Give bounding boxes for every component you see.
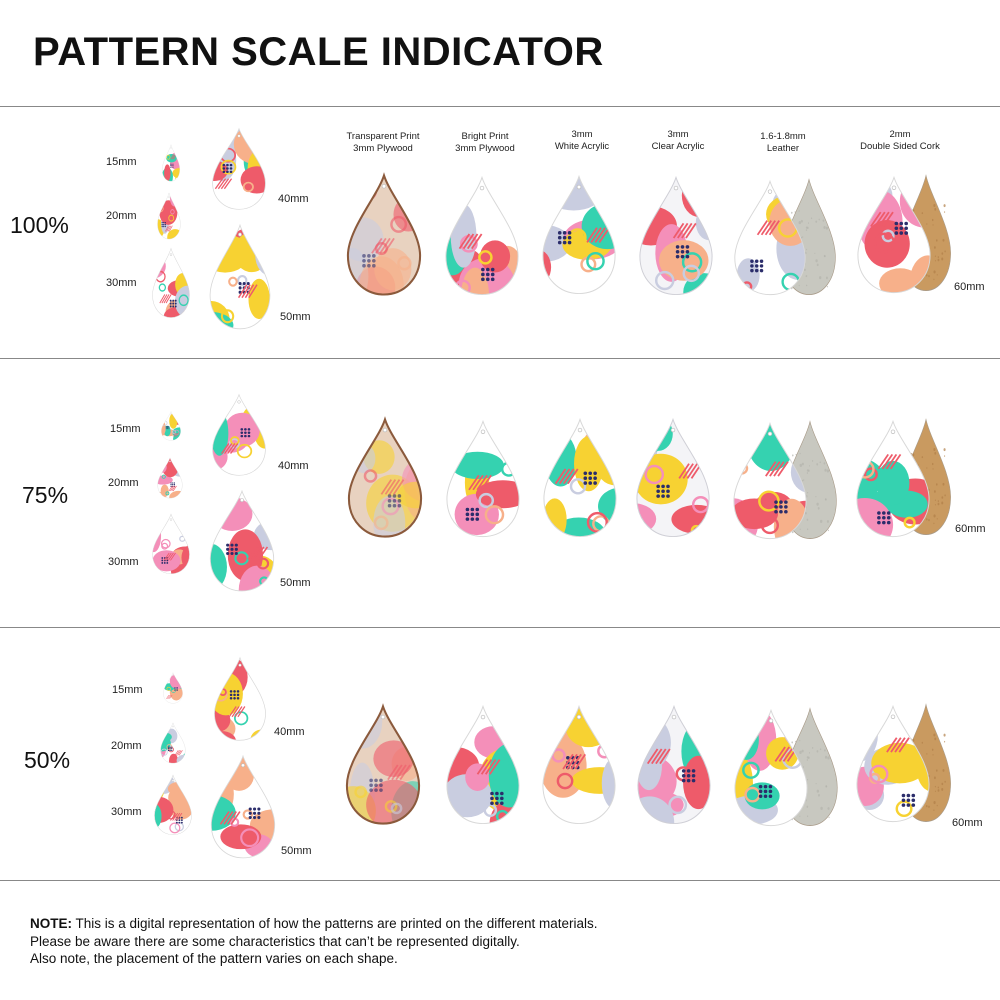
material-header-transparent-plywood: Transparent Print 3mm Plywood [346,131,420,154]
divider-top [0,106,1000,107]
note-line-2: Please be aware there are some character… [30,933,520,949]
note-label: NOTE: [30,916,72,931]
teardrop-50mm [209,223,271,330]
teardrop-15mm [163,672,183,704]
size-label-30mm: 30mm [111,806,142,818]
teardrop-transparent-plywood [346,172,422,296]
material-header-leather: 1.6-1.8mm Leather [760,131,806,154]
page-title: PATTERN SCALE INDICATOR [33,30,604,74]
teardrop-bright-plywood [446,704,520,825]
teardrop-15mm [162,144,180,182]
size-label-40mm: 40mm [278,460,309,472]
size-label-50mm: 50mm [280,311,311,323]
teardrop-leather [734,708,808,827]
teardrop-cork [856,419,930,538]
scale-row-100: 100% 15mm 20mm 30mm 40mm 50mm 60mm [0,107,1000,358]
size-label-60mm: 60mm [952,817,983,829]
divider-2 [0,627,1000,628]
size-label-15mm: 15mm [106,156,137,168]
size-label-40mm: 40mm [274,726,305,738]
teardrop-transparent-plywood [345,703,421,825]
teardrop-bright-plywood [445,175,519,296]
material-header-white-acrylic: 3mm White Acrylic [554,129,610,152]
note-line-3: Also note, the placement of the pattern … [30,951,398,966]
size-label-30mm: 30mm [106,277,137,289]
material-header-cork: 2mm Double Sided Cork [860,129,940,152]
disclaimer-note: NOTE: This is a digital representation o… [30,915,598,968]
material-header-bright-plywood: Bright Print 3mm Plywood [455,131,515,154]
teardrop-15mm [161,411,181,441]
size-label-60mm: 60mm [954,281,985,293]
size-label-15mm: 15mm [112,684,143,696]
teardrop-cork [856,704,930,823]
teardrop-white-acrylic [542,704,616,825]
size-label-50mm: 50mm [280,577,311,589]
teardrop-leather [733,421,807,540]
teardrop-40mm [214,656,266,741]
teardrop-20mm [157,457,183,499]
teardrop-clear-acrylic [636,417,710,538]
teardrop-20mm [157,192,181,240]
teardrop-50mm [209,489,275,592]
divider-bottom [0,880,1000,881]
divider-1 [0,358,1000,359]
scale-label: 75% [22,482,69,508]
teardrop-white-acrylic [542,174,616,295]
size-label-20mm: 20mm [111,740,142,752]
size-label-30mm: 30mm [108,556,139,568]
teardrop-30mm [154,774,192,836]
teardrop-20mm [160,722,186,764]
teardrop-50mm [210,754,276,859]
note-line-1: This is a digital representation of how … [72,916,598,931]
size-label-20mm: 20mm [106,210,137,222]
teardrop-40mm [212,393,266,476]
teardrop-bright-plywood [446,419,520,538]
teardrop-clear-acrylic [639,175,713,296]
teardrop-leather [734,179,806,296]
scale-row-75: 75% 15mm 20mm 30mm 40mm 50mm 60mm [0,359,1000,627]
teardrop-40mm [212,127,266,210]
size-label-60mm: 60mm [955,523,986,535]
scale-label: 100% [10,212,69,238]
teardrop-cork [857,175,931,294]
teardrop-transparent-plywood [347,416,423,538]
teardrop-30mm [152,247,190,318]
size-label-50mm: 50mm [281,845,312,857]
scale-label: 50% [24,747,71,773]
size-label-20mm: 20mm [108,477,139,489]
scale-row-50: 50% 15mm 20mm 30mm 40mm 50mm 60mm [0,628,1000,880]
material-header-clear-acrylic: 3mm Clear Acrylic [651,129,705,152]
size-label-40mm: 40mm [278,193,309,205]
size-label-15mm: 15mm [110,423,141,435]
teardrop-white-acrylic [543,417,617,538]
teardrop-30mm [152,513,190,575]
teardrop-clear-acrylic [637,704,711,825]
